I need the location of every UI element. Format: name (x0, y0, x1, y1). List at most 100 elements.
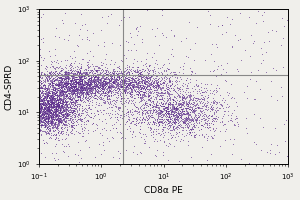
Point (169, 135, 174, 138)
Point (142, 74, 147, 77)
Point (45, 124, 50, 127)
Point (65, 99, 70, 103)
Point (105, 82, 110, 85)
Point (103, 83, 108, 86)
Point (57, 81, 62, 84)
Point (57, 104, 62, 108)
Point (142, 77, 147, 80)
Point (50, 99, 54, 102)
Point (50, 111, 55, 114)
Point (107, 87, 112, 90)
Point (124, 70, 129, 73)
Point (88, 107, 93, 110)
Point (47, 102, 52, 105)
Point (134, 110, 139, 113)
Point (167, 93, 172, 97)
Point (72, 86, 76, 90)
Point (59, 119, 64, 122)
Point (180, 117, 184, 121)
Point (90, 78, 95, 82)
Point (88, 87, 93, 91)
Point (44, 112, 48, 115)
Point (42, 92, 47, 96)
Point (147, 129, 152, 132)
Point (63, 81, 68, 85)
Point (126, 82, 131, 86)
Point (106, 73, 110, 77)
Point (206, 118, 211, 121)
Point (75, 80, 80, 84)
Point (65, 117, 70, 120)
Point (106, 82, 111, 85)
Point (154, 85, 158, 89)
Point (144, 65, 149, 68)
Point (71, 89, 76, 92)
Point (194, 115, 199, 118)
Point (154, 88, 158, 92)
Point (105, 73, 110, 76)
Point (47, 74, 52, 77)
Point (164, 105, 169, 109)
Point (96, 142, 101, 145)
Point (49, 97, 53, 100)
Point (54, 69, 59, 73)
Point (44, 116, 48, 120)
Point (163, 103, 168, 106)
Point (117, 130, 122, 133)
Point (171, 117, 176, 120)
Point (234, 121, 239, 124)
Point (167, 143, 172, 146)
Point (57, 108, 62, 111)
Point (46, 106, 51, 109)
Point (47, 98, 52, 101)
Point (97, 77, 101, 81)
Point (63, 82, 68, 85)
Point (207, 22, 212, 25)
Point (87, 107, 92, 110)
Point (49, 93, 54, 96)
Point (50, 106, 55, 109)
Point (135, 92, 140, 96)
Point (148, 89, 153, 93)
Point (39, 92, 44, 95)
Point (52, 101, 57, 105)
Point (181, 109, 186, 112)
Point (154, 128, 159, 131)
Point (78, 90, 83, 94)
Point (105, 81, 110, 84)
Point (42, 98, 47, 101)
Point (47, 106, 52, 109)
Point (244, 127, 249, 130)
Point (57, 97, 62, 100)
Point (177, 124, 182, 127)
Point (115, 77, 119, 80)
Point (107, 86, 112, 90)
Point (165, 126, 170, 130)
Point (49, 94, 54, 97)
Point (92, 87, 96, 90)
Point (268, 151, 272, 154)
Point (86, 58, 91, 61)
Point (65, 73, 70, 76)
Point (71, 102, 76, 106)
Point (43, 122, 48, 125)
Point (157, 94, 162, 97)
Point (44, 114, 48, 118)
Point (68, 118, 72, 121)
Point (176, 88, 181, 92)
Point (48, 135, 52, 138)
Point (73, 89, 78, 92)
Point (146, 114, 150, 117)
Point (42, 114, 47, 117)
Point (277, 150, 282, 153)
Point (141, 88, 146, 91)
Point (141, 120, 146, 123)
Point (150, 78, 154, 81)
Point (49, 106, 54, 109)
Point (98, 97, 103, 100)
Point (77, 75, 82, 78)
Point (67, 79, 72, 82)
Point (56, 130, 61, 134)
Point (61, 83, 65, 87)
Point (175, 125, 179, 128)
